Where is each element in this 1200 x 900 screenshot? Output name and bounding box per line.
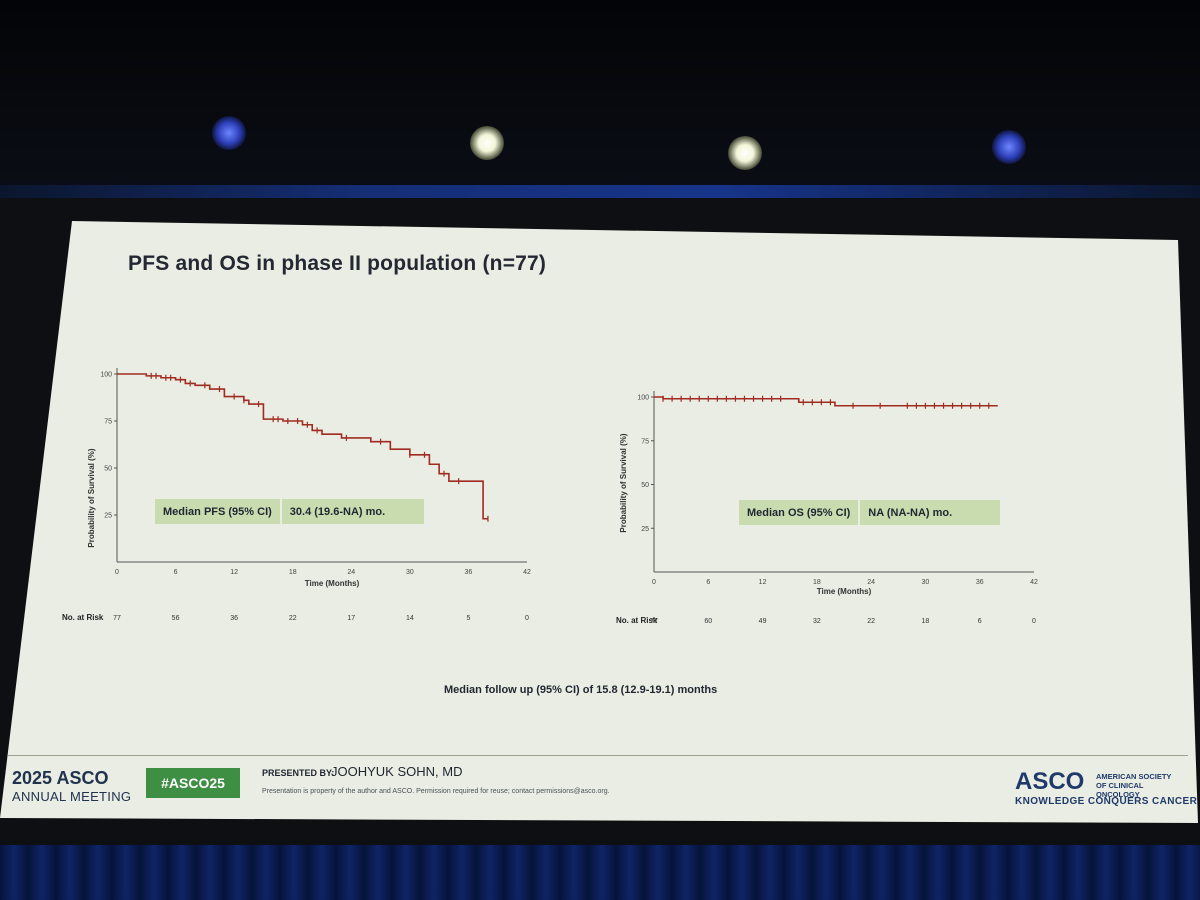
stage-light-icon xyxy=(728,136,762,170)
annual-meeting-label: ANNUAL MEETING xyxy=(12,789,132,804)
stage-curtain xyxy=(0,845,1200,900)
os-x-tick-label: 0 xyxy=(652,579,656,586)
meeting-year: 2025 xyxy=(12,768,53,788)
asco-brand: ASCO xyxy=(1015,768,1085,795)
pfs-median-label: Median PFS (95% CI) xyxy=(155,499,280,524)
os-at-risk-value: 60 xyxy=(704,618,712,625)
stage-light-icon xyxy=(470,126,504,160)
asco-tagline: KNOWLEDGE CONQUERS CANCER xyxy=(1015,796,1198,807)
pfs-median-value: 30.4 (19.6-NA) mo. xyxy=(281,499,424,524)
pfs-at-risk-value: 5 xyxy=(466,615,470,622)
hashtag-badge: #ASCO25 xyxy=(146,768,240,798)
pfs-x-tick-label: 18 xyxy=(289,569,297,576)
os-x-tick-label: 30 xyxy=(922,579,930,586)
os-x-tick-label: 6 xyxy=(706,579,710,586)
os-y-tick-label: 50 xyxy=(641,482,649,489)
pfs-y-tick-label: 25 xyxy=(104,513,112,520)
os-x-tick-label: 36 xyxy=(976,579,984,586)
pfs-at-risk-value: 0 xyxy=(525,615,529,622)
pfs-at-risk-label: No. at Risk xyxy=(62,613,104,622)
asco-meeting-logo: 2025 ASCO ANNUAL MEETING xyxy=(12,768,131,804)
pfs-km-chart: Probability of Survival (%) Time (Months… xyxy=(62,368,531,622)
pfs-at-risk-value: 14 xyxy=(406,615,414,622)
pfs-y-axis-label: Probability of Survival (%) xyxy=(87,448,96,547)
pfs-median-box: Median PFS (95% CI) 30.4 (19.6-NA) mo. xyxy=(155,499,424,524)
os-km-chart: Probability of Survival (%) Time (Months… xyxy=(616,391,1038,625)
pfs-x-tick-label: 12 xyxy=(230,569,238,576)
pfs-at-risk-value: 17 xyxy=(347,615,355,622)
copyright-notice: Presentation is property of the author a… xyxy=(262,788,610,795)
meeting-asco: ASCO xyxy=(56,768,109,788)
os-at-risk-value: 0 xyxy=(1032,618,1036,625)
pfs-x-tick-label: 24 xyxy=(347,569,355,576)
stage-light-icon xyxy=(992,130,1026,164)
asco-society-logo: ASCO AMERICAN SOCIETY OF CLINICAL ONCOLO… xyxy=(1015,768,1197,807)
pfs-x-tick-label: 30 xyxy=(406,569,414,576)
pfs-at-risk-value: 56 xyxy=(172,615,180,622)
society-name: AMERICAN SOCIETY OF CLINICAL ONCOLOGY xyxy=(1096,772,1172,799)
os-median-label: Median OS (95% CI) xyxy=(739,500,859,525)
os-at-risk-value: 49 xyxy=(759,618,767,625)
os-at-risk-value: 22 xyxy=(867,618,875,625)
os-at-risk-label: No. at Risk xyxy=(616,616,658,625)
pfs-at-risk-value: 22 xyxy=(289,615,297,622)
os-y-tick-label: 100 xyxy=(637,395,649,402)
pfs-y-tick-label: 75 xyxy=(104,419,112,426)
pfs-y-tick-label: 50 xyxy=(104,466,112,473)
lighting-truss xyxy=(0,185,1200,199)
pfs-x-tick-label: 36 xyxy=(465,569,473,576)
pfs-x-tick-label: 0 xyxy=(115,569,119,576)
os-y-axis-label: Probability of Survival (%) xyxy=(619,433,628,532)
os-x-tick-label: 42 xyxy=(1030,579,1038,586)
pfs-x-axis-label: Time (Months) xyxy=(305,579,360,588)
os-at-risk-value: 18 xyxy=(922,618,930,625)
os-x-tick-label: 24 xyxy=(867,579,875,586)
os-median-box: Median OS (95% CI) NA (NA-NA) mo. xyxy=(739,500,1001,525)
footer-divider xyxy=(8,755,1188,756)
pfs-at-risk-value: 36 xyxy=(230,615,238,622)
pfs-x-tick-label: 6 xyxy=(174,569,178,576)
os-x-axis-label: Time (Months) xyxy=(817,587,872,596)
pfs-y-tick-label: 100 xyxy=(100,372,112,379)
os-at-risk-value: 6 xyxy=(978,618,982,625)
os-at-risk-value: 77 xyxy=(650,618,658,625)
slide-title: PFS and OS in phase II population (n=77) xyxy=(128,252,547,275)
followup-text: Median follow up (95% CI) of 15.8 (12.9-… xyxy=(444,684,718,696)
os-survival-curve xyxy=(654,396,998,407)
pfs-x-tick-label: 42 xyxy=(523,569,531,576)
stage-light-icon xyxy=(212,116,246,150)
os-y-tick-label: 75 xyxy=(641,438,649,445)
venue-ceiling xyxy=(0,0,1200,200)
os-median-value: NA (NA-NA) mo. xyxy=(860,500,1001,525)
os-x-tick-label: 12 xyxy=(759,579,767,586)
presented-by-label: PRESENTED BY: xyxy=(262,768,335,778)
os-at-risk-value: 32 xyxy=(813,618,821,625)
os-y-tick-label: 25 xyxy=(641,526,649,533)
pfs-at-risk-value: 77 xyxy=(113,615,121,622)
os-x-tick-label: 18 xyxy=(813,579,821,586)
pfs-survival-curve xyxy=(117,373,488,520)
presenter-name: JOOHYUK SOHN, MD xyxy=(331,764,463,779)
